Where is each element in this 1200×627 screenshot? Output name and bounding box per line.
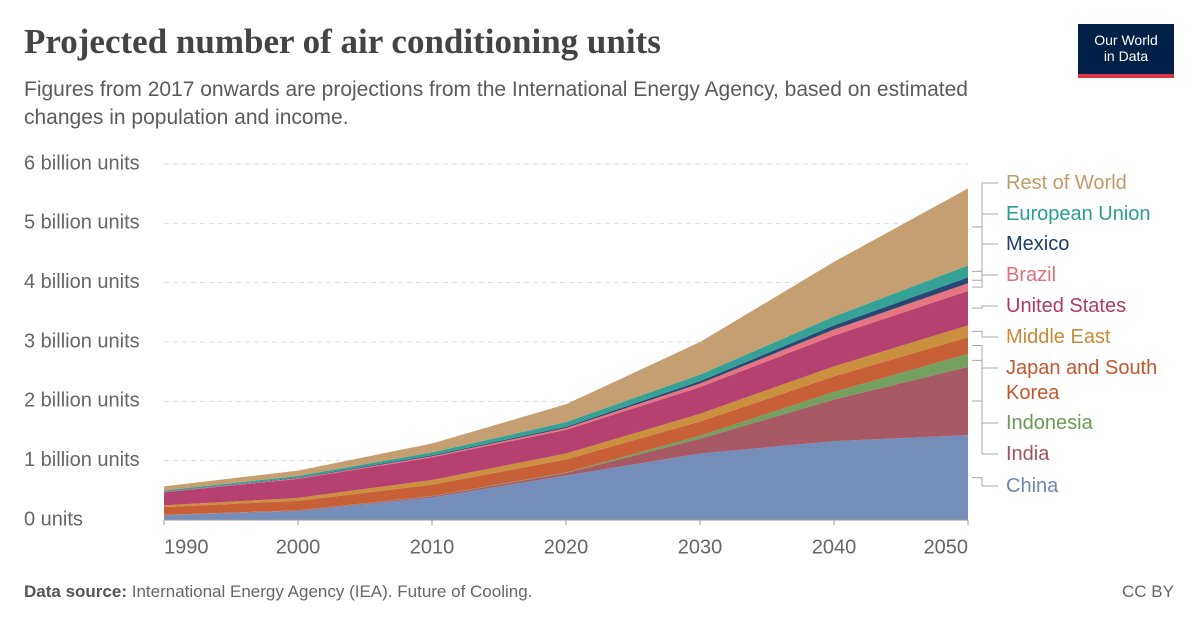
y-tick-label: 1 billion units xyxy=(24,449,140,471)
y-tick-label: 4 billion units xyxy=(24,271,140,293)
source: Data source: International Energy Agency… xyxy=(24,582,532,602)
legend-label[interactable]: European Union xyxy=(1006,202,1151,225)
chart-title: Projected number of air conditioning uni… xyxy=(24,22,661,61)
legend-label[interactable]: Japan and South Korea xyxy=(1006,356,1158,404)
y-tick-label: 2 billion units xyxy=(24,390,140,412)
legend-label[interactable]: Middle East xyxy=(1006,325,1111,348)
legend-connector xyxy=(972,274,998,288)
x-tick-label: 2040 xyxy=(812,536,857,558)
legend-label[interactable]: India xyxy=(1006,442,1050,465)
y-tick-label: 5 billion units xyxy=(24,212,140,234)
legend-connector xyxy=(972,330,998,338)
legend-label[interactable]: China xyxy=(1006,474,1059,497)
license[interactable]: CC BY xyxy=(1122,582,1174,601)
x-tick-label: 2010 xyxy=(410,536,455,558)
x-tick-label: 2000 xyxy=(276,536,321,558)
x-tick-label: 1990 xyxy=(164,536,209,558)
legend-connector xyxy=(972,477,998,487)
legend-connector xyxy=(972,213,998,272)
legend-connector xyxy=(972,345,998,369)
x-tick-label: 2050 xyxy=(924,536,969,558)
legend-label[interactable]: United States xyxy=(1006,294,1127,317)
legend-connector xyxy=(972,182,998,228)
legend-label[interactable]: Mexico xyxy=(1006,232,1070,255)
y-tick-label: 6 billion units xyxy=(24,152,140,174)
logo[interactable]: Our World in Data xyxy=(1078,24,1174,78)
legend-connector xyxy=(972,305,998,309)
area xyxy=(164,366,968,516)
source-text: International Energy Agency (IEA). Futur… xyxy=(131,582,533,601)
area xyxy=(164,435,968,520)
legend-label[interactable]: Rest of World xyxy=(1006,171,1127,194)
legend-label[interactable]: Brazil xyxy=(1006,263,1057,286)
x-tick-label: 2020 xyxy=(544,536,589,558)
legend-connector xyxy=(972,400,998,455)
source-label: Data source: xyxy=(24,582,127,601)
chart-subtitle: Figures from 2017 onwards are projection… xyxy=(24,78,968,129)
legend-connector xyxy=(972,359,998,424)
y-tick-label: 3 billion units xyxy=(24,330,140,352)
legend-label[interactable]: Indonesia xyxy=(1006,411,1093,434)
x-tick-label: 2030 xyxy=(678,536,723,558)
y-tick-label: 0 units xyxy=(24,508,83,530)
